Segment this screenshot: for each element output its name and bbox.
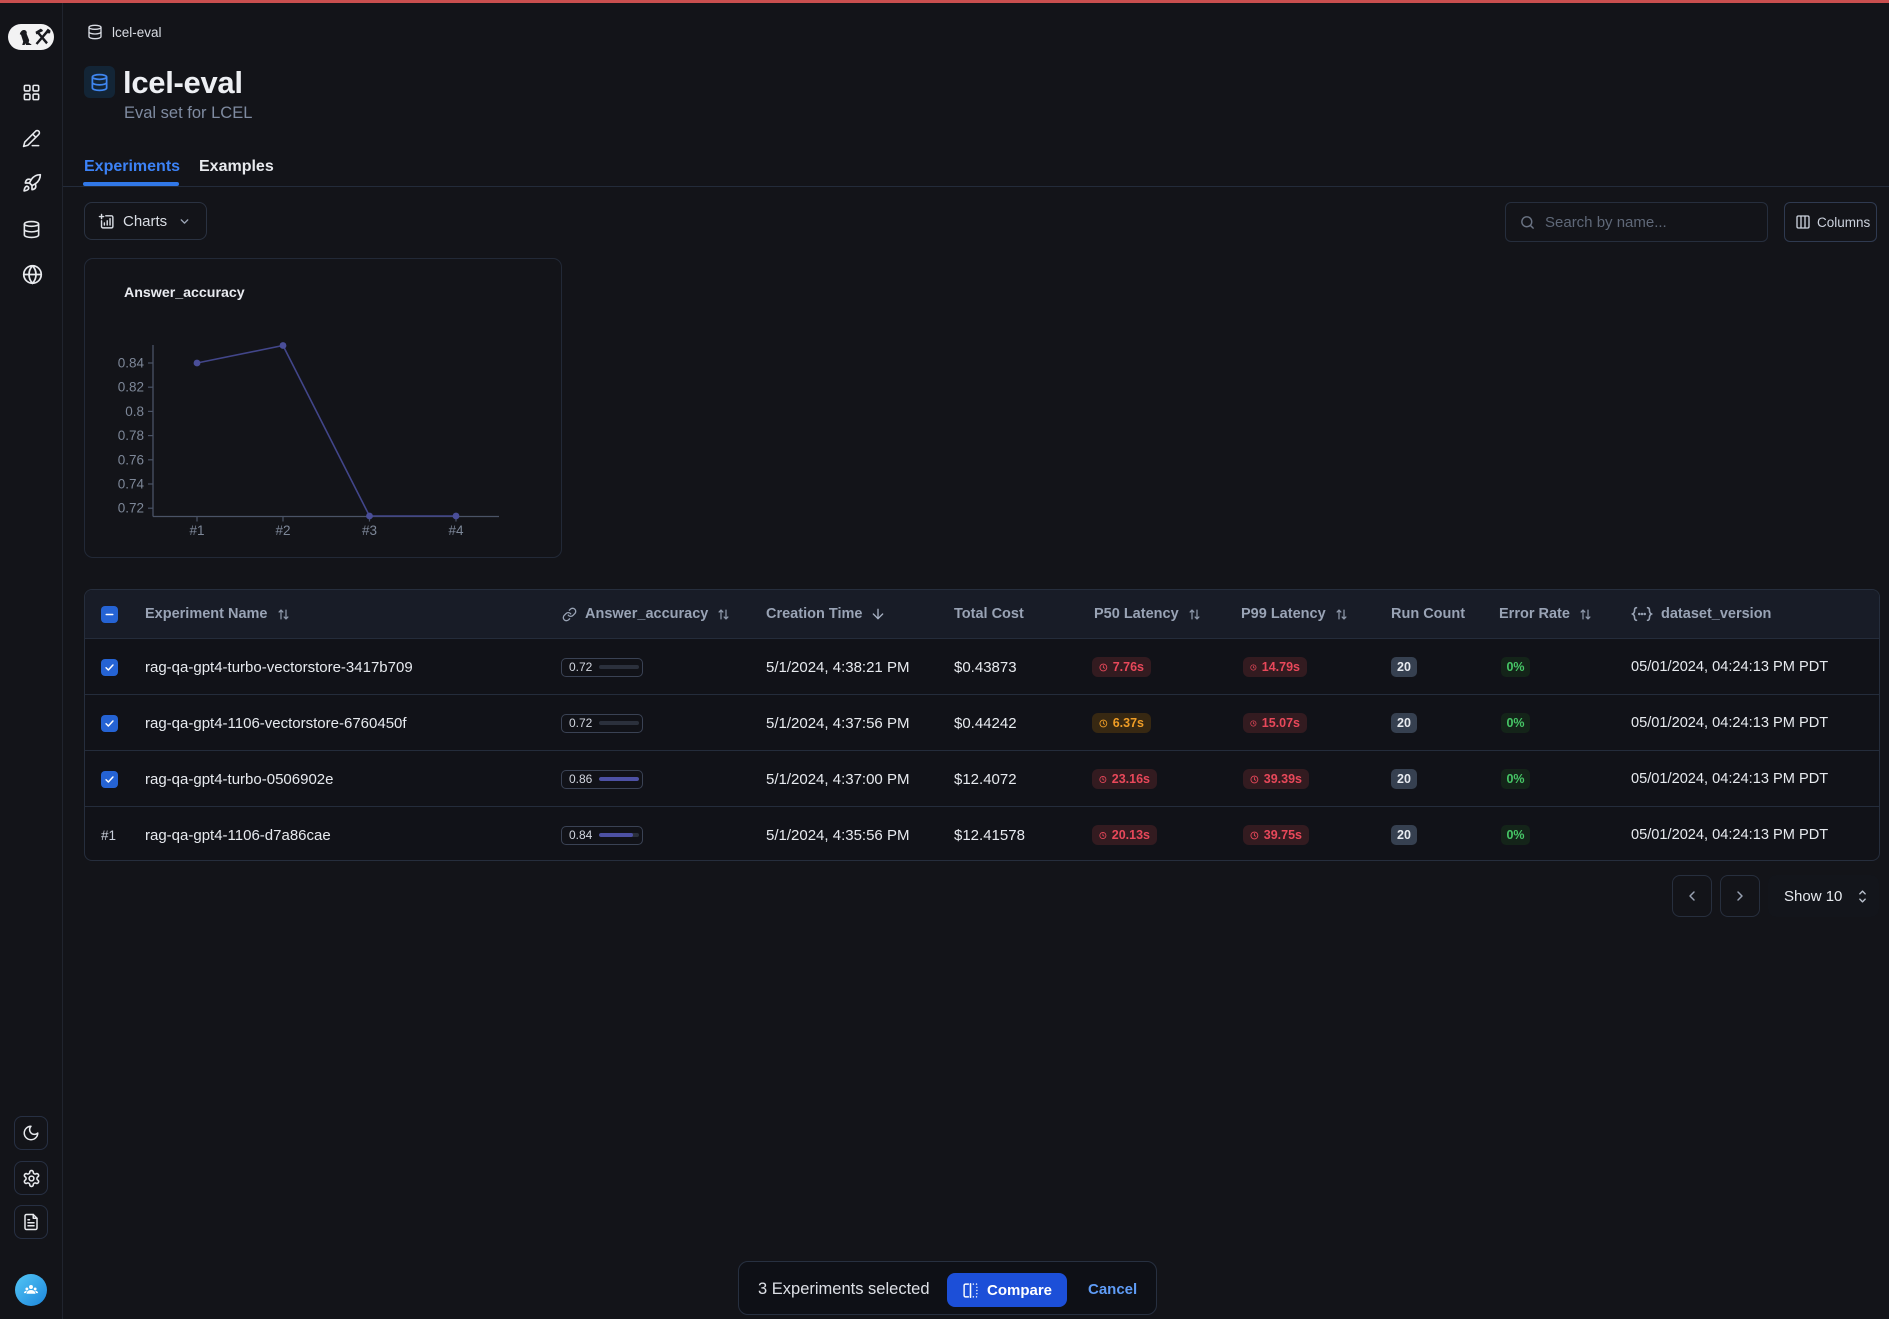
svg-text:#2: #2 bbox=[275, 523, 290, 538]
svg-text:0.84: 0.84 bbox=[118, 356, 145, 371]
svg-text:0.78: 0.78 bbox=[118, 428, 144, 443]
svg-text:0.76: 0.76 bbox=[118, 452, 144, 467]
svg-text:0.82: 0.82 bbox=[118, 380, 144, 395]
svg-text:0.8: 0.8 bbox=[125, 404, 144, 419]
svg-text:#1: #1 bbox=[189, 523, 204, 538]
svg-text:#3: #3 bbox=[362, 523, 377, 538]
svg-text:0.74: 0.74 bbox=[118, 477, 145, 492]
svg-text:0.72: 0.72 bbox=[118, 501, 144, 516]
svg-text:#4: #4 bbox=[448, 523, 464, 538]
